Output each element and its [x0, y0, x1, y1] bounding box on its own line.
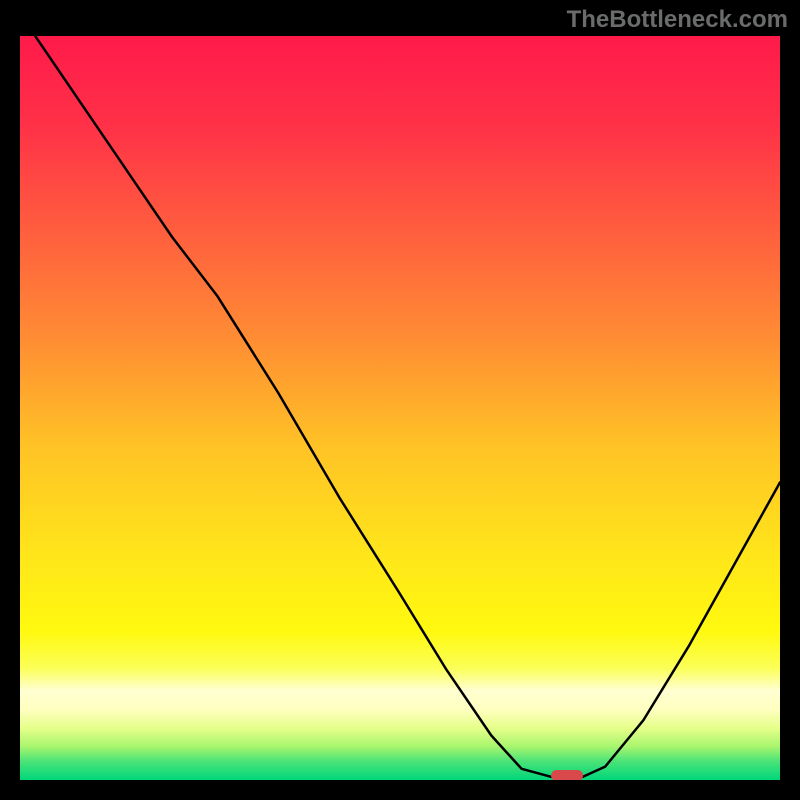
gradient-background: [20, 36, 780, 780]
optimal-point-marker: [551, 770, 583, 780]
plot-area: [20, 36, 780, 780]
watermark-text: TheBottleneck.com: [567, 6, 788, 34]
chart-svg: [20, 36, 780, 780]
chart-root: TheBottleneck.com: [0, 0, 800, 800]
